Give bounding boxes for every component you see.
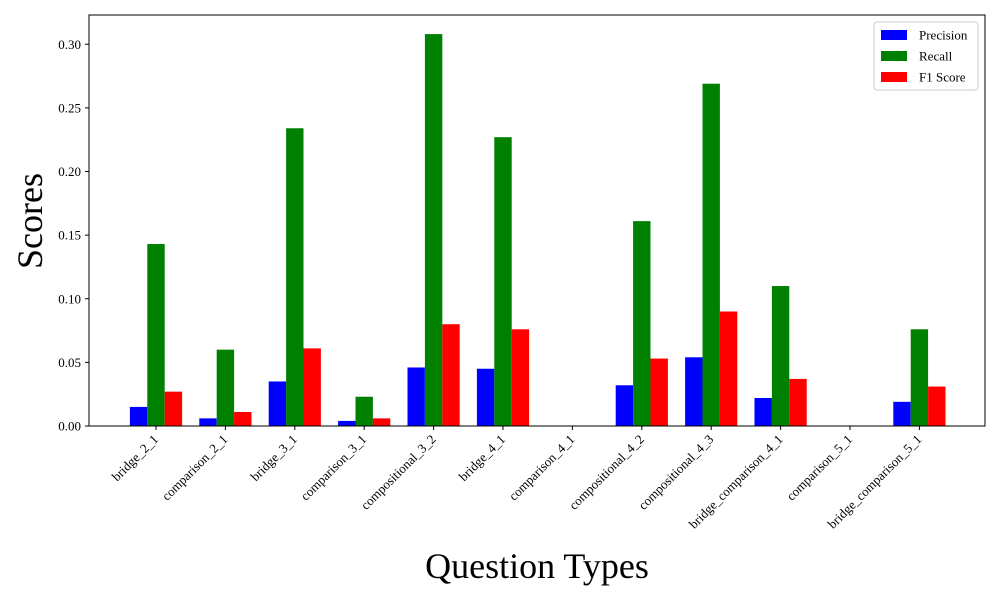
- y-tick-label: 0.30: [58, 37, 81, 52]
- plot-frame: [88, 14, 986, 427]
- bar-f1-score: [719, 311, 738, 426]
- bar-precision: [615, 385, 634, 426]
- bar-precision: [893, 401, 911, 426]
- y-axis-title: Scores: [10, 173, 50, 269]
- bar-precision: [129, 406, 148, 426]
- bar-precision: [407, 367, 425, 426]
- bar-recall: [702, 83, 720, 427]
- legend-swatch-f1-score: [881, 72, 907, 82]
- bar-f1-score: [164, 391, 183, 426]
- x-axis-title: Question Types: [425, 546, 649, 586]
- legend-swatch-recall: [881, 51, 907, 61]
- bar-f1-score: [650, 358, 668, 426]
- bar-precision: [476, 368, 495, 426]
- legend-label-precision: Precision: [919, 28, 968, 43]
- bars-group: [129, 34, 946, 427]
- bar-precision: [268, 381, 287, 426]
- bar-recall: [147, 244, 165, 426]
- bar-f1-score: [789, 378, 807, 426]
- bar-recall: [286, 128, 304, 426]
- bar-f1-score: [928, 386, 946, 426]
- legend: Precision Recall F1 Score: [873, 21, 979, 91]
- bar-precision: [199, 418, 217, 426]
- bar-precision: [338, 420, 356, 426]
- bar-recall: [424, 34, 443, 426]
- y-axis: 0.00 0.05 0.10 0.15 0.20 0.25 0.30: [58, 37, 89, 434]
- bar-f1-score: [303, 348, 321, 426]
- bar-f1-score: [372, 418, 391, 426]
- y-tick-label: 0.05: [58, 355, 81, 370]
- bar-precision: [685, 357, 703, 426]
- bar-recall: [494, 137, 512, 427]
- y-tick-label: 0.25: [58, 100, 81, 115]
- bar-recall: [633, 221, 651, 426]
- bar-f1-score: [234, 412, 252, 426]
- legend-label-recall: Recall: [919, 49, 953, 64]
- y-tick-label: 0.20: [58, 164, 81, 179]
- bar-f1-score: [442, 324, 460, 426]
- bar-recall: [216, 349, 235, 426]
- legend-swatch-precision: [881, 30, 907, 40]
- y-tick-label: 0.00: [58, 419, 81, 434]
- legend-label-f1-score: F1 Score: [919, 70, 966, 85]
- y-tick-label: 0.15: [58, 228, 81, 243]
- bar-recall: [355, 396, 373, 426]
- bar-f1-score: [511, 329, 530, 426]
- y-tick-label: 0.10: [58, 291, 81, 306]
- bar-recall: [910, 329, 929, 426]
- bar-precision: [754, 398, 772, 426]
- bar-recall: [771, 286, 790, 426]
